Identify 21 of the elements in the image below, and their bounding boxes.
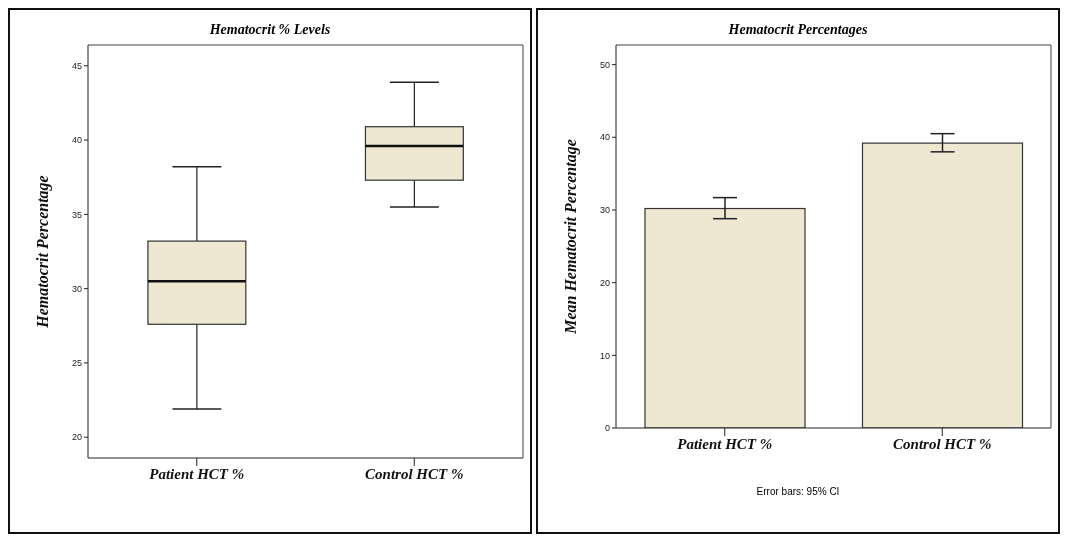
chart-title: Hematocrit Percentages [727, 22, 869, 38]
text: Error bars: 95% CI [755, 486, 841, 497]
y-tick-label: 25 [71, 358, 82, 369]
x-tick-label: Control HCT % [365, 465, 464, 482]
x-tick-label: Patient HCT % [149, 465, 245, 482]
y-tick-label: 35 [71, 209, 82, 220]
x-tick-label: Control HCT % [893, 435, 992, 452]
y-tick-label: 0 [604, 423, 610, 434]
y-tick-label: 50 [599, 59, 610, 70]
y-tick-label: 40 [71, 135, 82, 146]
x-tick-label: Patient HCT % [677, 435, 773, 452]
y-tick-label: 10 [599, 350, 610, 361]
y-tick-label: 20 [71, 432, 82, 443]
y-tick-label: 30 [599, 205, 610, 216]
y-tick-label: 45 [71, 60, 82, 71]
chart-title: Hematocrit % Levels [208, 22, 332, 38]
y-tick-label: 20 [599, 277, 610, 288]
y-tick-label: 40 [599, 132, 610, 143]
y-tick-label: 30 [71, 283, 82, 294]
y-axis-title: Mean Hematocrit Percentage [561, 139, 580, 335]
y-axis-title: Hematocrit Percentage [33, 175, 52, 329]
